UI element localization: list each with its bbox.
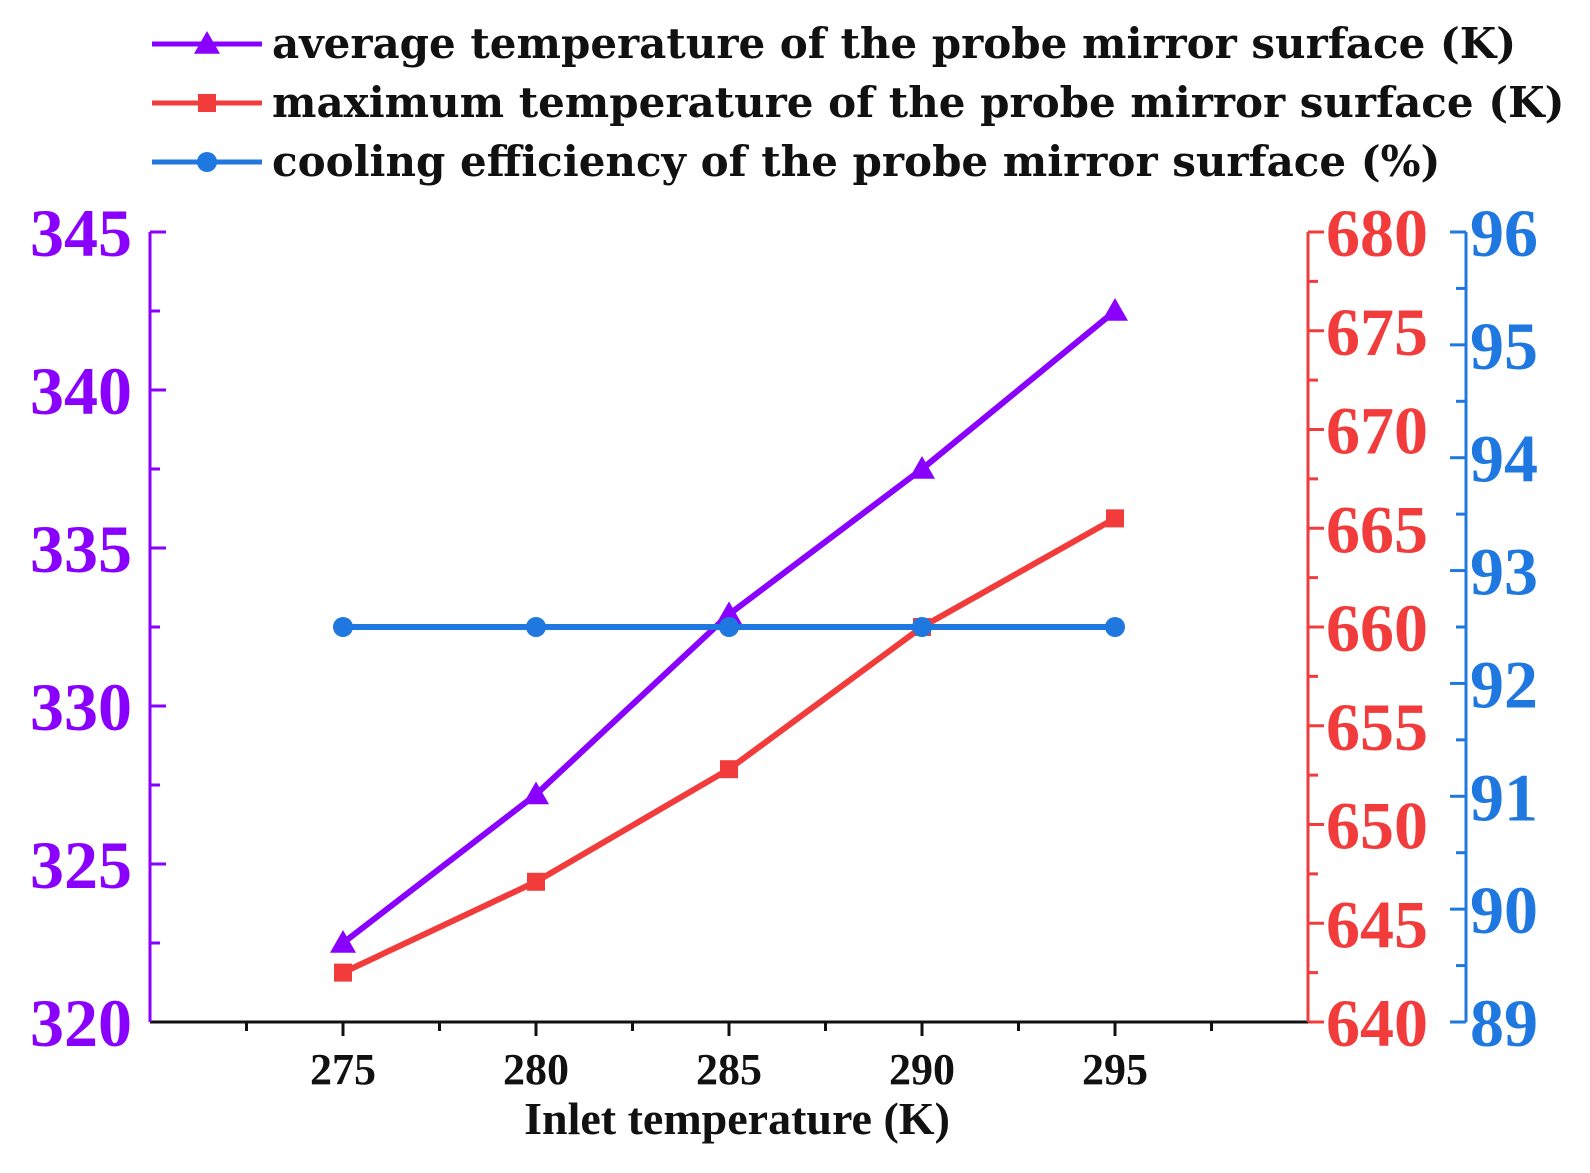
left-y-tick-label: 325 xyxy=(30,827,132,903)
legend-marker-cooling-eff xyxy=(197,152,217,172)
right-outer-y-tick-label: 89 xyxy=(1470,985,1538,1061)
left-y-tick-label: 340 xyxy=(30,353,132,429)
axis-labels: 275 280 285 290 295 Inlet temperature (K) 320 3… xyxy=(30,195,1538,1144)
avg-temp-point xyxy=(1102,298,1128,321)
max-temp-point xyxy=(334,963,352,982)
avg-temp-point xyxy=(523,781,549,805)
legend-marker-max-temp xyxy=(198,94,216,112)
legend: average temperature of the probe mirror … xyxy=(152,19,1564,186)
x-axis-title: Inlet temperature (K) xyxy=(524,1093,950,1144)
x-tick-label: 285 xyxy=(696,1045,762,1094)
cooling-eff-point xyxy=(526,617,546,637)
max-temp-series-line xyxy=(341,515,1117,976)
right-inner-y-tick-label: 640 xyxy=(1326,985,1428,1061)
max-temp-point xyxy=(527,872,545,891)
right-inner-y-tick-label: 645 xyxy=(1326,886,1428,962)
x-tick-label: 280 xyxy=(503,1045,569,1094)
left-y-tick-label: 320 xyxy=(30,985,132,1061)
legend-label-max-temp: maximum temperature of the probe mirror … xyxy=(272,78,1564,127)
right-inner-y-tick-label: 655 xyxy=(1326,689,1428,765)
cooling-eff-point xyxy=(719,617,739,637)
avg-temp-point xyxy=(330,930,356,953)
left-y-tick-label: 345 xyxy=(30,195,132,271)
max-temp-point xyxy=(720,760,738,779)
avg-temp-point xyxy=(909,456,935,479)
cooling-eff-point xyxy=(1105,617,1125,637)
right-outer-y-tick-label: 90 xyxy=(1470,872,1538,948)
x-tick-label: 275 xyxy=(310,1045,376,1094)
right-inner-y-tick-label: 675 xyxy=(1326,294,1428,370)
right-outer-y-tick-label: 94 xyxy=(1470,421,1538,497)
right-inner-y-tick-label: 660 xyxy=(1326,590,1428,666)
legend-marker-avg-temp xyxy=(194,31,220,54)
right-inner-y-tick-label: 650 xyxy=(1326,788,1428,864)
series-group xyxy=(330,298,1128,982)
max-temp-point xyxy=(1106,509,1124,528)
right-inner-y-tick-label: 665 xyxy=(1326,491,1428,567)
x-tick-label: 290 xyxy=(889,1045,955,1094)
avg-temp-point xyxy=(716,601,742,625)
right-outer-y-tick-label: 95 xyxy=(1470,308,1538,384)
cooling-eff-point xyxy=(912,617,932,637)
right-outer-y-tick-label: 93 xyxy=(1470,534,1538,610)
right-inner-y-tick-label: 680 xyxy=(1326,195,1428,271)
right-outer-y-tick-label: 91 xyxy=(1470,759,1538,835)
right-outer-y-tick-label: 92 xyxy=(1470,646,1538,722)
x-tick-label: 295 xyxy=(1082,1045,1148,1094)
left-y-tick-label: 335 xyxy=(30,511,132,587)
cooling-eff-point xyxy=(333,617,353,637)
left-y-tick-label: 330 xyxy=(30,669,132,745)
axes xyxy=(148,230,1468,1036)
right-inner-y-tick-label: 670 xyxy=(1326,393,1428,469)
legend-label-cooling-eff: cooling efficiency of the probe mirror s… xyxy=(272,137,1440,186)
legend-label-avg-temp: average temperature of the probe mirror … xyxy=(272,19,1516,68)
right-outer-y-tick-label: 96 xyxy=(1470,195,1538,271)
